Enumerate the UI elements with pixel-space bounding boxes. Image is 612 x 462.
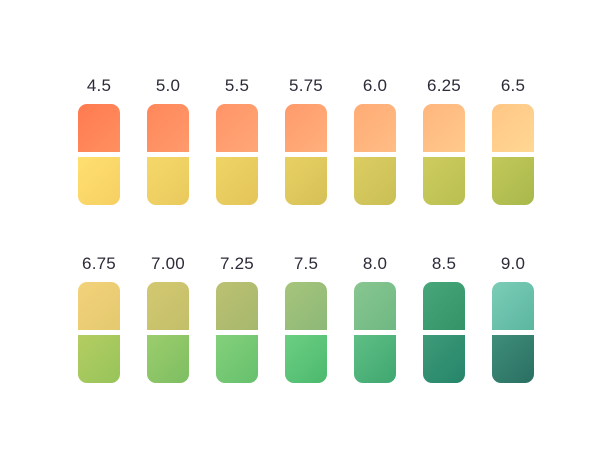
ph-value-label: 7.00 xyxy=(151,254,185,273)
indicator-swatch-top xyxy=(147,104,189,152)
indicator-swatch-top xyxy=(216,104,258,152)
indicator-swatch-top xyxy=(354,104,396,152)
indicator-swatch-bottom xyxy=(147,335,189,383)
ph-value-label: 9.0 xyxy=(500,254,526,273)
ph-strip: 4.5 xyxy=(78,74,120,205)
ph-strip: 5.0 xyxy=(147,74,189,205)
ph-strip: 8.0 xyxy=(354,252,396,383)
ph-row-alkaline: 6.75 7.00 7.25 7.5 8.0 8.5 xyxy=(0,252,612,383)
indicator-swatch-bottom xyxy=(492,157,534,205)
ph-strip: 7.25 xyxy=(216,252,258,383)
indicator-swatch-bottom xyxy=(216,157,258,205)
indicator-swatch-bottom xyxy=(216,335,258,383)
indicator-swatch-bottom xyxy=(423,157,465,205)
ph-strip: 7.5 xyxy=(285,252,327,383)
indicator-swatch-top xyxy=(423,104,465,152)
ph-strip: 6.25 xyxy=(423,74,465,205)
indicator-swatch-top xyxy=(285,282,327,330)
ph-strip: 7.00 xyxy=(147,252,189,383)
ph-strip: 8.5 xyxy=(423,252,465,383)
indicator-swatch-top xyxy=(78,104,120,152)
indicator-swatch-top xyxy=(354,282,396,330)
indicator-swatch-bottom xyxy=(354,157,396,205)
indicator-swatch-top xyxy=(285,104,327,152)
ph-value-label: 7.5 xyxy=(293,254,319,273)
indicator-swatch-top xyxy=(492,282,534,330)
ph-row-acidic: 4.5 5.0 5.5 5.75 6.0 6.25 xyxy=(0,74,612,205)
ph-strip: 6.5 xyxy=(492,74,534,205)
ph-value-label: 5.0 xyxy=(155,76,181,95)
indicator-swatch-bottom xyxy=(354,335,396,383)
ph-value-label: 5.75 xyxy=(289,76,323,95)
indicator-swatch-top xyxy=(423,282,465,330)
indicator-swatch-bottom xyxy=(492,335,534,383)
ph-value-label: 6.0 xyxy=(362,76,388,95)
ph-strip: 9.0 xyxy=(492,252,534,383)
ph-value-label: 6.25 xyxy=(427,76,461,95)
indicator-swatch-bottom xyxy=(78,157,120,205)
ph-value-label: 8.0 xyxy=(362,254,388,273)
indicator-swatch-bottom xyxy=(285,335,327,383)
ph-strip: 6.0 xyxy=(354,74,396,205)
indicator-swatch-top xyxy=(492,104,534,152)
ph-value-label: 5.5 xyxy=(224,76,250,95)
ph-strip: 5.75 xyxy=(285,74,327,205)
indicator-swatch-top xyxy=(78,282,120,330)
ph-strip: 6.75 xyxy=(78,252,120,383)
indicator-swatch-bottom xyxy=(78,335,120,383)
ph-value-label: 6.5 xyxy=(500,76,526,95)
indicator-swatch-bottom xyxy=(285,157,327,205)
indicator-swatch-bottom xyxy=(147,157,189,205)
ph-value-label: 4.5 xyxy=(86,76,112,95)
ph-strip: 5.5 xyxy=(216,74,258,205)
indicator-swatch-bottom xyxy=(423,335,465,383)
ph-value-label: 6.75 xyxy=(82,254,116,273)
indicator-swatch-top xyxy=(216,282,258,330)
indicator-swatch-top xyxy=(147,282,189,330)
ph-value-label: 8.5 xyxy=(431,254,457,273)
ph-value-label: 7.25 xyxy=(220,254,254,273)
